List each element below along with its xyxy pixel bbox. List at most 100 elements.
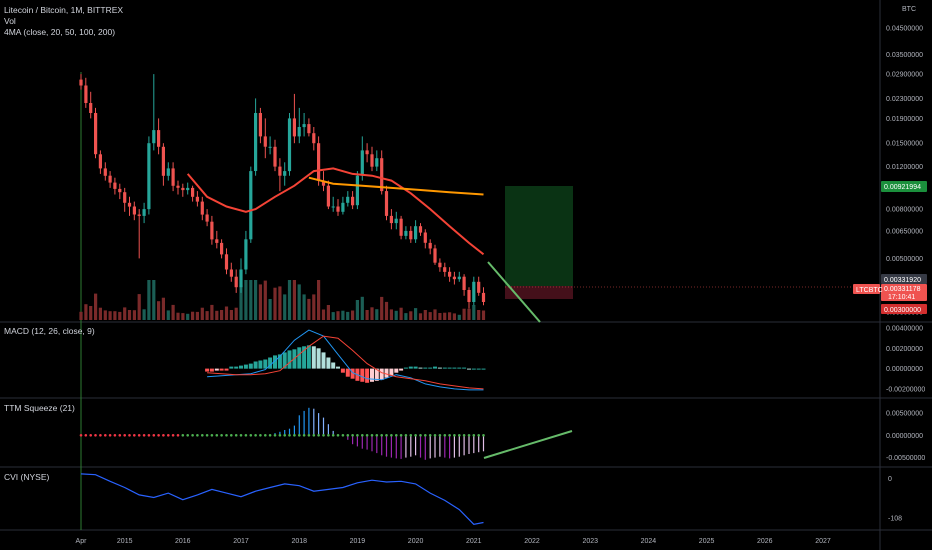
macd-histogram-bar	[447, 367, 452, 369]
candle-body	[341, 202, 345, 212]
macd-histogram-bar	[471, 368, 476, 370]
volume-bar	[409, 311, 413, 320]
candle-body	[472, 281, 476, 302]
candle-body	[181, 187, 185, 191]
volume-bar	[346, 311, 350, 320]
candle-body	[423, 232, 427, 243]
ttm-squeeze-pane	[79, 407, 485, 460]
squeeze-dot	[365, 434, 369, 437]
squeeze-dot	[152, 434, 156, 437]
candle-body	[452, 276, 456, 280]
time-tick-label: 2021	[466, 538, 482, 545]
macd-histogram-bar	[476, 368, 481, 370]
volume-bar	[355, 300, 359, 320]
macd-histogram-bar	[360, 368, 365, 382]
ttm-title[interactable]: TTM Squeeze (21)	[4, 403, 75, 413]
volume-bars	[79, 280, 486, 320]
candle-body	[249, 171, 253, 240]
squeeze-dot	[113, 434, 117, 437]
time-axis[interactable]: Apr 2015 2016 2017 2018 2019 2020 2021 2022 2023 2…	[76, 538, 831, 545]
volume-bar	[89, 306, 93, 320]
macd-histogram-bar	[326, 357, 331, 369]
volume-bar	[375, 309, 379, 320]
volume-bar	[404, 313, 408, 320]
volume-bar	[438, 313, 442, 320]
candle-body	[375, 158, 379, 167]
volume-bar	[147, 280, 151, 320]
candlesticks	[79, 74, 486, 309]
squeeze-dot	[162, 434, 165, 437]
volume-bar	[244, 280, 248, 320]
squeeze-dot	[278, 434, 282, 437]
squeeze-dot	[89, 434, 92, 437]
candle-body	[215, 239, 219, 243]
candle-body	[331, 206, 335, 208]
macd-histogram-bar	[311, 346, 316, 369]
squeeze-dot	[477, 434, 481, 437]
volume-bar	[123, 307, 127, 320]
squeeze-dot	[448, 434, 451, 437]
volume-bar	[326, 305, 330, 320]
volume-bar	[249, 280, 253, 320]
symbol-badge-text[interactable]: LTCBTC	[856, 287, 883, 294]
time-tick-label: Apr	[76, 538, 88, 545]
macd-histogram-bar	[442, 367, 447, 369]
squeeze-dot	[482, 434, 485, 437]
volume-bar	[414, 308, 418, 320]
squeeze-dot	[249, 434, 253, 437]
volume-bar	[186, 313, 190, 320]
squeeze-dot	[94, 434, 97, 437]
macd-tick-label: -0.00200000	[886, 386, 925, 393]
volume-bar	[103, 310, 107, 320]
cvi-tick-label: -108	[888, 516, 902, 523]
candle-body	[292, 118, 296, 137]
symbol-title[interactable]: Litecoin / Bitcoin, 1M, BITTREX	[4, 5, 123, 15]
squeeze-dot	[220, 434, 223, 437]
ma-line-50	[308, 176, 484, 196]
volume-bar	[287, 280, 292, 320]
time-tick-label: 2017	[233, 538, 249, 545]
time-tick-label: 2018	[292, 538, 308, 545]
ma-legend[interactable]: 4MA (close, 20, 50, 100, 200)	[4, 27, 115, 37]
candle-body	[399, 218, 403, 236]
symbol-badge[interactable]	[853, 284, 880, 294]
squeeze-dot	[346, 434, 350, 437]
squeeze-dot	[201, 434, 204, 437]
squeeze-dot	[331, 434, 335, 437]
squeeze-dot	[99, 434, 102, 437]
cvi-title[interactable]: CVI (NYSE)	[4, 472, 50, 482]
squeeze-trend-line[interactable]	[483, 430, 573, 459]
squeeze-dot	[186, 434, 189, 437]
long-position-target-zone[interactable]	[505, 186, 573, 286]
volume-bar	[258, 284, 262, 320]
squeeze-dot	[438, 434, 442, 437]
candle-body	[118, 188, 122, 193]
squeeze-dot	[409, 434, 413, 437]
squeeze-dot	[404, 434, 408, 437]
volume-legend[interactable]: Vol	[4, 16, 16, 26]
candle-body	[273, 146, 277, 167]
squeeze-dot	[142, 434, 146, 437]
squeeze-dot	[234, 434, 238, 437]
volume-bar	[254, 280, 258, 320]
squeeze-dot	[458, 434, 461, 437]
currency-label: BTC	[902, 6, 916, 13]
pane-axes[interactable]: 0.00400000 0.00200000 0.00000000 -0.0020000…	[886, 326, 925, 523]
squeeze-dot	[351, 434, 354, 437]
candle-body	[457, 276, 461, 280]
macd-title[interactable]: MACD (12, 26, close, 9)	[4, 326, 95, 336]
candle-body	[287, 118, 292, 172]
volume-bar	[360, 296, 364, 320]
volume-bar	[161, 297, 165, 320]
trend-line[interactable]	[487, 261, 541, 323]
squeeze-dot	[108, 434, 112, 437]
squeeze-dot	[273, 434, 277, 437]
candle-body	[234, 276, 238, 288]
squeeze-dot	[210, 434, 214, 437]
volume-bar	[239, 285, 243, 320]
macd-histogram-bar	[418, 367, 423, 369]
candle-body	[351, 196, 355, 206]
long-position-stop-zone[interactable]	[505, 286, 573, 299]
volume-bar	[84, 304, 88, 320]
